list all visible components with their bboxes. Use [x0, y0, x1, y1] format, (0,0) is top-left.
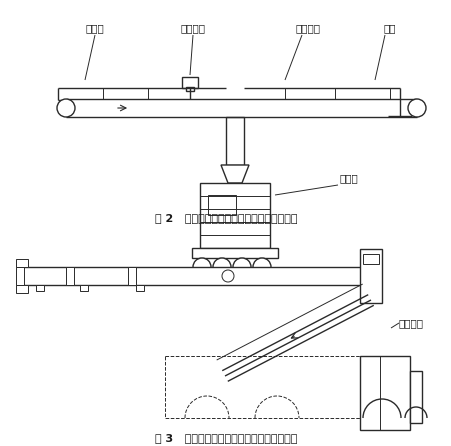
Bar: [128, 267, 136, 285]
Text: 图 2   袋装水泥计数检测装置安装在皮带机上: 图 2 袋装水泥计数检测装置安装在皮带机上: [154, 213, 297, 223]
Bar: [359, 356, 409, 430]
Bar: [66, 267, 74, 285]
Bar: [409, 371, 421, 423]
Text: 计数装置: 计数装置: [180, 23, 205, 33]
Bar: [226, 117, 244, 165]
Bar: [36, 285, 44, 291]
Bar: [359, 249, 381, 303]
Bar: [136, 285, 144, 291]
Circle shape: [232, 258, 250, 276]
Bar: [16, 267, 24, 285]
Bar: [186, 87, 193, 91]
Circle shape: [193, 258, 211, 276]
Bar: [165, 356, 359, 418]
Circle shape: [57, 99, 75, 117]
Polygon shape: [221, 165, 249, 183]
Text: 图 3   袋装水泥计数检测装置安装在装车机上: 图 3 袋装水泥计数检测装置安装在装车机上: [155, 433, 296, 443]
Bar: [18, 267, 379, 285]
Text: 计数装置: 计数装置: [398, 318, 423, 328]
Bar: [16, 259, 28, 267]
Bar: [207, 195, 235, 215]
Circle shape: [407, 99, 425, 117]
Text: 装车机: 装车机: [339, 173, 358, 183]
Circle shape: [212, 258, 230, 276]
Bar: [16, 285, 28, 293]
Circle shape: [253, 258, 271, 276]
Text: 皮带机: 皮带机: [85, 23, 104, 33]
Text: 溜槽: 溜槽: [383, 23, 396, 33]
Bar: [182, 77, 198, 88]
Bar: [362, 254, 378, 264]
Bar: [192, 248, 277, 258]
Bar: [80, 285, 88, 291]
Text: 转弯滚子: 转弯滚子: [295, 23, 320, 33]
Circle shape: [221, 270, 234, 282]
Bar: [199, 183, 269, 248]
